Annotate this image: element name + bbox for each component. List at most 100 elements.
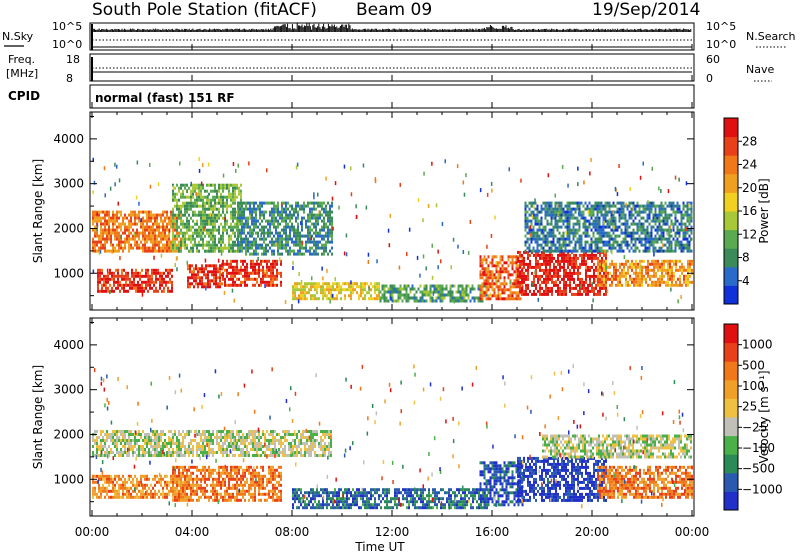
cpid-label: CPID	[8, 89, 40, 103]
noise-right-tick-low: 10^0	[706, 38, 736, 51]
colorbar-swatch	[724, 379, 738, 399]
colorbar-swatch	[724, 398, 738, 418]
velocity-colorbar: 1000 500 100 25 −25 −100 −500 −1000	[723, 323, 783, 511]
power-region	[292, 282, 380, 301]
power-colorbar: 4 8 12 16 20 24 28	[723, 117, 757, 305]
colorbar-swatch	[724, 417, 738, 437]
power-region	[92, 210, 182, 253]
velocity-region	[479, 461, 524, 507]
power-region	[172, 183, 242, 253]
freq-right-tick-high: 60	[706, 53, 720, 66]
colorbar-tick-label: 24	[742, 158, 757, 172]
colorbar-swatch	[724, 472, 738, 492]
y-tick-label: 1000	[53, 472, 84, 486]
noise-left-tick-high: 10^5	[52, 20, 82, 33]
colorbar-tick-label: −100	[742, 441, 775, 455]
noise-sky-label: N.Sky	[2, 30, 34, 43]
colorbar-tick-label: 20	[742, 181, 757, 195]
x-axis-label: Time UT	[354, 540, 405, 554]
power-region	[222, 259, 282, 287]
power-region	[479, 255, 524, 301]
colorbar-tick-label: −1000	[742, 482, 783, 496]
colorbar-swatch	[724, 118, 738, 138]
y-tick-label: 1000	[53, 266, 84, 280]
noise-left-tick-low: 10^0	[52, 38, 82, 51]
freq-label-line2: [MHz]	[6, 67, 38, 80]
velocity-region	[597, 465, 693, 499]
colorbar-tick-label: 100	[742, 379, 765, 393]
velocity-scatter	[93, 364, 693, 510]
power-region	[379, 284, 488, 303]
velocity-heatmap	[92, 364, 693, 510]
x-tick-label: 20:00	[575, 525, 610, 539]
freq-left-tick-high: 18	[66, 53, 80, 66]
y-tick-label: 3000	[53, 177, 84, 191]
colorbar-swatch	[724, 173, 738, 193]
colorbar-tick-label: 16	[742, 204, 757, 218]
colorbar-tick-label: 28	[742, 134, 757, 148]
freq-right-tick-low: 0	[706, 72, 713, 85]
y-tick-label: 2000	[53, 221, 84, 235]
noise-right-tick-high: 10^5	[706, 20, 736, 33]
colorbar-tick-label: 500	[742, 358, 765, 372]
colorbar-swatch	[724, 192, 738, 212]
station-title: South Pole Station (fitACF)	[92, 0, 317, 20]
power-region	[597, 259, 693, 287]
velocity-region	[92, 430, 332, 457]
freq-label-line1: Freq.	[8, 53, 35, 66]
colorbar-swatch	[724, 454, 738, 474]
power-y-axis-label: Slant Range [km]	[31, 159, 45, 263]
colorbar-swatch	[724, 248, 738, 268]
velocity-colorbar-label: Velocity [m s⁻¹]	[757, 370, 771, 463]
colorbar-swatch	[724, 136, 738, 156]
y-tick-label: 3000	[53, 383, 84, 397]
velocity-y-axis-label: Slant Range [km]	[31, 365, 45, 469]
colorbar-tick-label: −500	[742, 462, 775, 476]
colorbar-tick-label: 25	[742, 400, 757, 414]
colorbar-swatch	[724, 491, 738, 511]
velocity-region	[517, 456, 607, 502]
power-y-axis: 1000 2000 3000 4000	[53, 115, 694, 297]
colorbar-swatch	[724, 229, 738, 249]
power-scatter	[92, 157, 692, 305]
x-tick-label: 00:00	[75, 525, 110, 539]
nave-label: Nave	[746, 63, 774, 76]
colorbar-swatch	[724, 155, 738, 175]
colorbar-frame	[723, 323, 739, 511]
noise-sky-trace	[91, 23, 692, 50]
x-tick-label: 04:00	[175, 525, 210, 539]
colorbar-swatch	[724, 211, 738, 231]
velocity-region	[292, 488, 488, 510]
velocity-region	[172, 465, 282, 502]
power-region	[517, 250, 607, 296]
y-tick-label: 4000	[53, 132, 84, 146]
colorbar-tick-label: −25	[742, 420, 767, 434]
colorbar-swatch	[724, 324, 738, 344]
beam-label: Beam 09	[356, 0, 432, 20]
power-region	[187, 264, 223, 289]
cpid-text: normal (fast) 151 RF	[95, 91, 235, 105]
x-tick-label: 16:00	[475, 525, 510, 539]
power-region	[237, 201, 333, 256]
colorbar-tick-label: 8	[742, 251, 750, 265]
colorbar-tick-label: 4	[742, 274, 750, 288]
velocity-y-axis: 1000 2000 3000 4000	[53, 321, 694, 503]
freq-left-tick-low: 8	[66, 72, 73, 85]
y-tick-label: 4000	[53, 338, 84, 352]
y-tick-label: 2000	[53, 427, 84, 441]
date-label: 19/Sep/2014	[592, 0, 700, 20]
x-tick-label: 00:00	[675, 525, 710, 539]
power-region	[97, 268, 173, 293]
colorbar-tick-label: 1000	[742, 338, 773, 352]
power-colorbar-label: Power [dB]	[757, 178, 771, 243]
colorbar-swatch	[724, 266, 738, 286]
noise-search-label: N.Search	[746, 30, 796, 43]
time-x-axis: 00:00 04:00 08:00 12:00 16:00 20:00 00:00	[75, 44, 710, 539]
colorbar-swatch	[724, 285, 738, 305]
colorbar-tick-label: 12	[742, 227, 757, 241]
power-region	[524, 201, 693, 253]
colorbar-swatch	[724, 342, 738, 362]
velocity-region	[542, 434, 692, 459]
x-tick-label: 12:00	[375, 525, 410, 539]
